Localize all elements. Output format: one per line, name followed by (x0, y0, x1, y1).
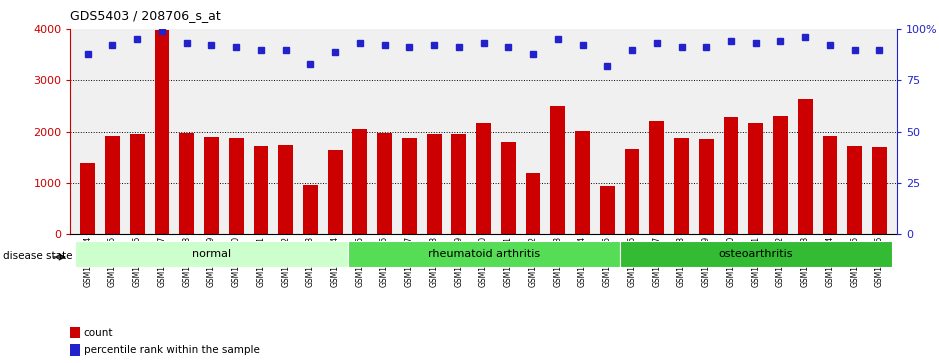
Bar (347, 241, 620, 267)
Text: disease state: disease state (3, 251, 72, 261)
Bar (328, 150, 343, 234)
Bar (179, 132, 194, 234)
Bar (798, 99, 812, 234)
Bar (847, 146, 862, 234)
Bar (620, 241, 892, 267)
Bar (550, 106, 565, 234)
Bar (155, 30, 169, 234)
Text: normal: normal (192, 249, 231, 259)
Bar (872, 147, 886, 234)
Bar (70, 344, 81, 356)
Bar (575, 131, 590, 234)
Bar (748, 123, 763, 234)
Bar (204, 137, 219, 234)
Bar (105, 136, 120, 234)
Bar (426, 134, 441, 234)
Text: percentile rank within the sample: percentile rank within the sample (84, 345, 259, 355)
Bar (303, 185, 317, 234)
Bar (600, 187, 615, 234)
Bar (452, 134, 467, 234)
Bar (773, 116, 788, 234)
Bar (624, 149, 639, 234)
Bar (674, 138, 689, 234)
Bar (81, 163, 95, 234)
Bar (278, 146, 293, 234)
Bar (402, 138, 417, 234)
Bar (526, 173, 541, 234)
Text: count: count (84, 327, 113, 338)
Bar (377, 133, 393, 234)
Text: GDS5403 / 208706_s_at: GDS5403 / 208706_s_at (70, 9, 222, 22)
Bar (650, 121, 664, 234)
Bar (724, 117, 738, 234)
Bar (823, 136, 838, 234)
Text: osteoarthritis: osteoarthritis (718, 249, 793, 259)
Bar (254, 146, 269, 234)
Bar (75, 241, 347, 267)
Bar (130, 134, 145, 234)
Text: rheumatoid arthritis: rheumatoid arthritis (427, 249, 540, 259)
Bar (476, 123, 491, 234)
Bar (699, 139, 714, 234)
Bar (352, 129, 367, 234)
Bar (70, 327, 81, 338)
Bar (500, 142, 516, 234)
Bar (229, 138, 243, 234)
